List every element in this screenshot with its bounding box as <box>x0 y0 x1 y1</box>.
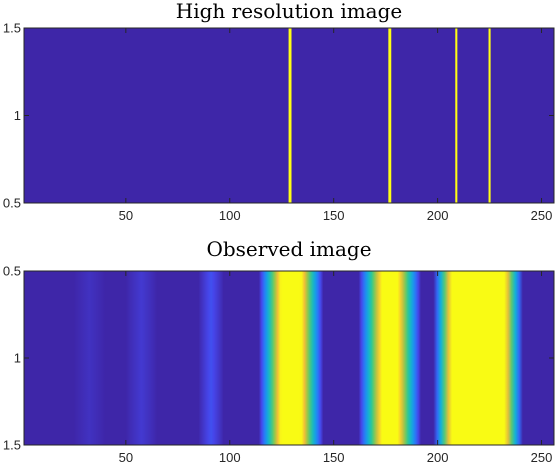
y-tick-label: 1 <box>14 108 21 123</box>
y-tick-label: 1.5 <box>3 21 21 36</box>
intensity-band <box>258 271 324 445</box>
chart-title: Observed image <box>206 237 371 261</box>
observed-panel: Observed image 50 100 150 200 250 0.5 1 1.5 <box>3 237 555 465</box>
x-tick-label: 50 <box>119 208 133 223</box>
y-axis: 0.5 1 1.5 <box>3 264 554 453</box>
intensity-band <box>125 271 158 445</box>
band-marks <box>73 271 523 445</box>
high-resolution-panel: High resolution image 50 100 150 200 250 1.5… <box>3 0 555 223</box>
y-tick-label: 1 <box>14 351 21 366</box>
intensity-band <box>358 271 421 445</box>
x-tick-label: 100 <box>219 208 241 223</box>
intensity-band <box>73 271 106 445</box>
x-tick-label: 150 <box>323 208 345 223</box>
x-tick-label: 250 <box>531 450 553 465</box>
x-tick-label: 150 <box>323 450 345 465</box>
intensity-band <box>198 271 224 445</box>
y-axis: 1.5 1 0.5 <box>3 21 554 211</box>
x-tick-label: 200 <box>427 208 449 223</box>
x-tick-label: 100 <box>219 450 241 465</box>
x-axis: 50 100 150 200 250 <box>119 271 553 465</box>
y-tick-label: 1.5 <box>3 438 21 453</box>
spike-line <box>455 28 458 203</box>
x-tick-label: 50 <box>119 450 133 465</box>
y-tick-label: 0.5 <box>3 264 21 279</box>
spike-line <box>488 28 491 203</box>
y-tick-label: 0.5 <box>3 196 21 211</box>
spike-marks <box>288 28 491 203</box>
spike-line <box>388 28 392 203</box>
x-tick-label: 250 <box>531 208 553 223</box>
x-axis: 50 100 150 200 250 <box>119 28 553 223</box>
chart-title: High resolution image <box>176 0 403 23</box>
x-tick-label: 200 <box>427 450 449 465</box>
intensity-band <box>433 271 523 445</box>
spike-line <box>288 28 292 203</box>
